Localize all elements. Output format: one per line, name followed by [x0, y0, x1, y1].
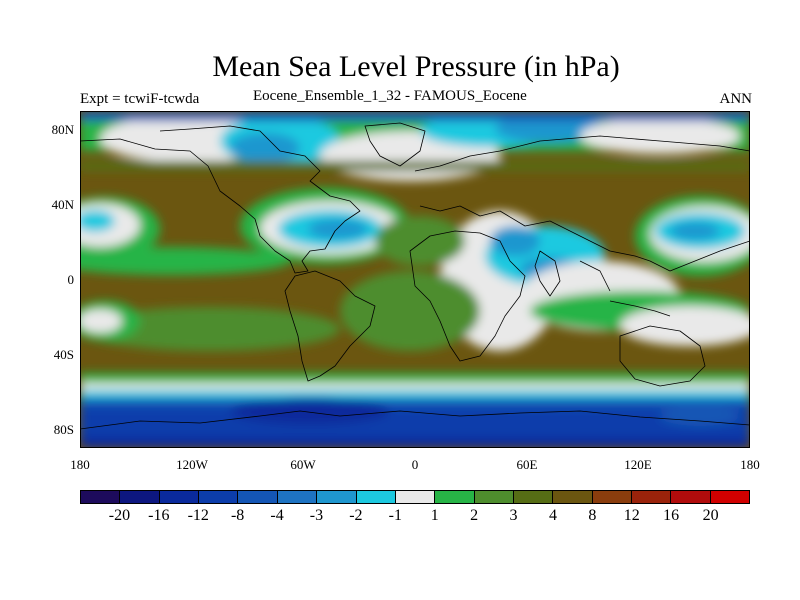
color-legend-swatch: [474, 491, 514, 503]
lon-tick-label: 180: [740, 457, 760, 472]
lat-tick-label: 80N: [51, 122, 74, 137]
color-legend-label: -1: [388, 507, 402, 524]
lon-tick-label: 180: [70, 457, 90, 472]
color-legend-label: -8: [230, 507, 245, 524]
lat-tick-label: 40S: [53, 347, 74, 362]
color-legend-label: -2: [349, 507, 363, 524]
lat-tick-label: 40N: [51, 197, 74, 212]
color-legend-label: 4: [548, 507, 557, 524]
color-legend-label: 1: [430, 507, 439, 524]
color-legend-swatch: [120, 491, 160, 503]
color-legend-swatch: [435, 491, 475, 503]
color-legend-swatch: [356, 491, 396, 503]
color-legend-label: 20: [702, 507, 719, 524]
map-title: Mean Sea Level Pressure (in hPa): [212, 50, 620, 83]
season-label: ANN: [719, 91, 753, 107]
color-legend-label: 16: [663, 507, 680, 524]
color-legend-swatch: [671, 491, 711, 503]
experiment-label: Expt = tcwiF-tcwda: [80, 91, 200, 107]
color-legend-label: -20: [108, 507, 131, 524]
color-legend-swatch: [81, 491, 121, 503]
color-legend-label: 8: [588, 507, 597, 524]
color-legend-swatch: [513, 491, 554, 503]
lon-tick-label: 120W: [176, 457, 208, 472]
lon-tick-label: 0: [411, 457, 419, 472]
color-legend-label: 3: [509, 507, 518, 524]
color-legend-label: -4: [270, 507, 284, 524]
color-legend-swatch: [199, 491, 239, 503]
color-legend-swatch: [395, 491, 436, 503]
color-legend-swatch: [159, 491, 200, 503]
color-legend-swatch: [238, 491, 278, 503]
color-legend-label: -12: [187, 507, 209, 524]
color-legend-swatch: [317, 491, 357, 503]
ensemble-label: Eocene_Ensemble_1_32 - FAMOUS_Eocene: [253, 88, 527, 104]
lon-tick-label: 60E: [516, 457, 538, 472]
lon-tick-label: 120E: [624, 457, 652, 472]
lat-tick-label: 0: [67, 272, 75, 287]
color-legend-label: 12: [623, 507, 640, 524]
color-legend-swatch: [592, 491, 633, 503]
pressure-map: [80, 111, 750, 448]
color-legend-label: 2: [470, 507, 479, 524]
color-legend-swatch: [632, 491, 672, 503]
color-legend-label: -16: [148, 507, 170, 524]
lat-tick-label: 80S: [53, 422, 74, 437]
color-legend-label: -3: [309, 507, 324, 524]
color-legend-bar: [80, 490, 750, 504]
color-legend-swatch: [277, 491, 318, 503]
color-legend-swatch: [553, 491, 593, 503]
lon-tick-label: 60W: [290, 457, 316, 472]
color-legend-swatch: [710, 491, 750, 503]
